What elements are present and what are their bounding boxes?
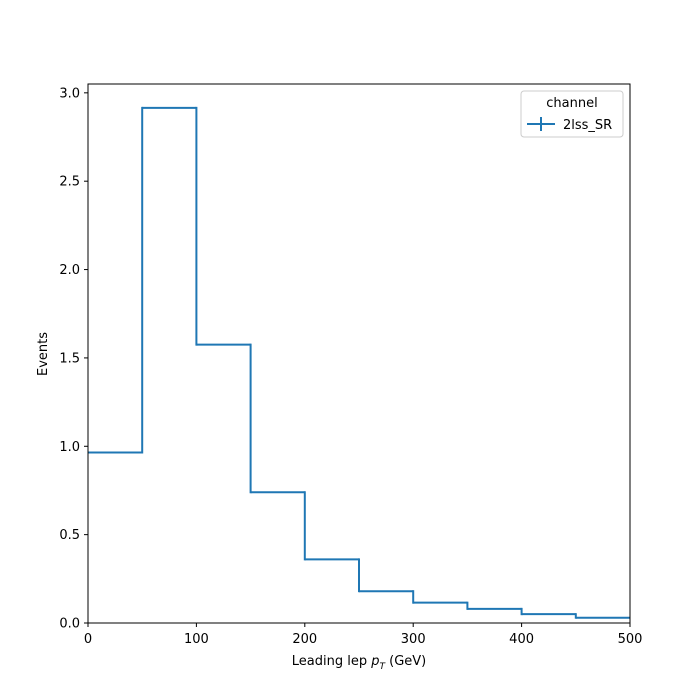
y-tick-label: 1.0 bbox=[59, 440, 80, 455]
y-tick-label: 2.0 bbox=[59, 263, 80, 278]
x-tick-label: 300 bbox=[401, 632, 426, 647]
legend-box bbox=[520, 90, 624, 138]
y-axis-label: Events bbox=[36, 332, 51, 376]
legend-label: 2lss_SR bbox=[563, 118, 612, 133]
y-tick-label: 1.5 bbox=[59, 351, 80, 366]
x-tick-label: 400 bbox=[509, 632, 534, 647]
x-axis-label-symbol: p bbox=[370, 654, 379, 669]
legend-title: channel bbox=[546, 96, 597, 111]
legend-marker bbox=[527, 117, 555, 131]
x-tick-label: 200 bbox=[292, 632, 317, 647]
y-tick-label: 3.0 bbox=[59, 86, 80, 101]
x-tick-label: 500 bbox=[618, 632, 643, 647]
x-tick-label: 0 bbox=[84, 632, 92, 647]
y-axis-ticks: 0.0 0.5 1.0 1.5 2.0 2.5 3.0 bbox=[59, 86, 88, 632]
x-axis-ticks: 0 100 200 300 400 500 bbox=[84, 623, 643, 647]
x-axis-label-main: Leading lep bbox=[292, 654, 371, 669]
x-axis-label-subscript: T bbox=[379, 662, 386, 672]
y-tick-label: 0.0 bbox=[59, 617, 80, 632]
x-axis-label-unit: (GeV) bbox=[385, 654, 426, 669]
x-axis-label: Leading lep pT (GeV) bbox=[292, 654, 426, 672]
legend: channel 2lss_SR bbox=[520, 90, 624, 138]
plot-area bbox=[88, 84, 630, 623]
y-tick-label: 0.5 bbox=[59, 528, 80, 543]
x-tick-label: 100 bbox=[184, 632, 209, 647]
y-tick-label: 2.5 bbox=[59, 175, 80, 190]
plot-frame bbox=[87, 83, 631, 624]
series-layer bbox=[88, 106, 630, 619]
